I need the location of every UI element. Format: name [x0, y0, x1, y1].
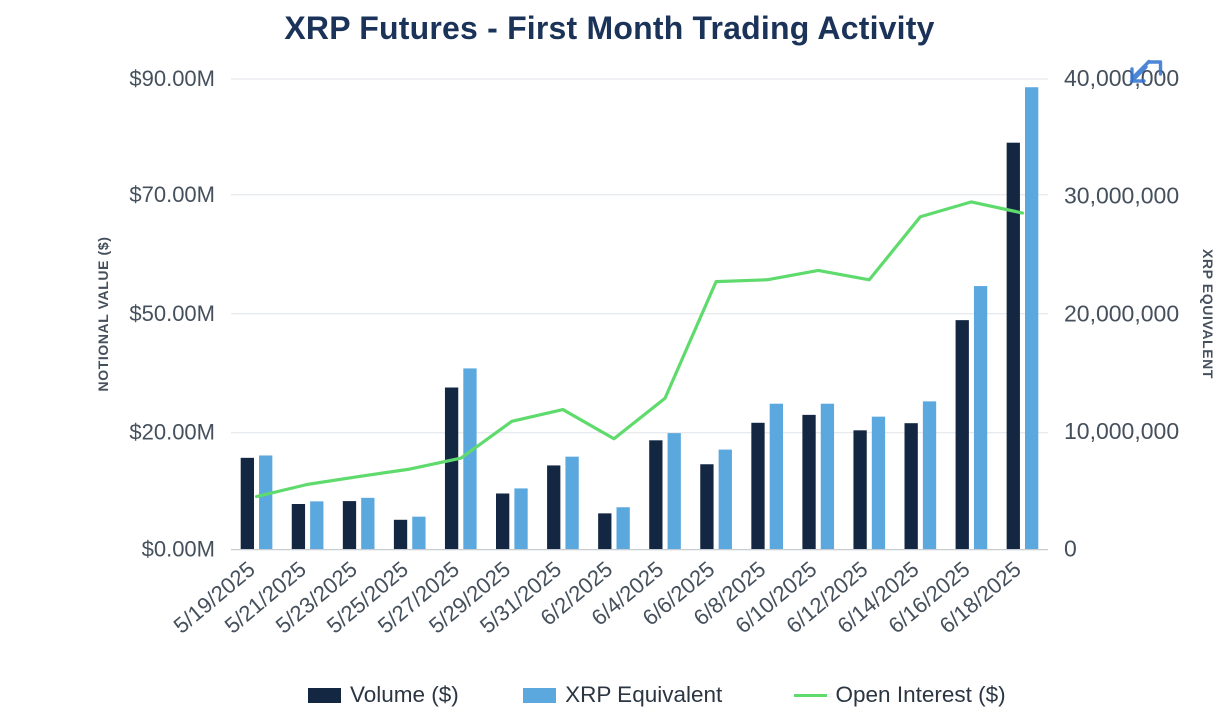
svg-text:$0.00M: $0.00M — [142, 537, 215, 562]
svg-text:$90.00M: $90.00M — [129, 66, 215, 91]
svg-text:10,000,000: 10,000,000 — [1064, 418, 1179, 444]
svg-text:$50.00M: $50.00M — [129, 301, 215, 326]
svg-text:0: 0 — [1064, 536, 1077, 562]
svg-text:30,000,000: 30,000,000 — [1064, 183, 1179, 209]
svg-text:20,000,000: 20,000,000 — [1064, 300, 1179, 326]
svg-text:$20.00M: $20.00M — [129, 420, 215, 445]
svg-text:$70.00M: $70.00M — [129, 182, 215, 207]
